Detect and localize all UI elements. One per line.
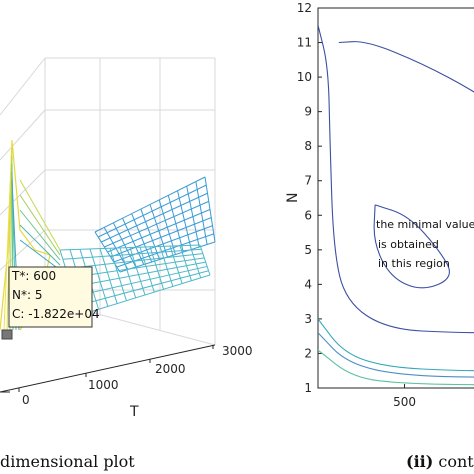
datatip-n: N*: 5 xyxy=(12,288,42,302)
mesh-line xyxy=(149,246,165,290)
mesh-line xyxy=(159,246,174,287)
right-caption-number: (ii) xyxy=(406,452,433,471)
n-tick-label: 2 xyxy=(304,346,312,360)
n-tick-label: 5 xyxy=(304,243,312,257)
datatip-t: T*: 600 xyxy=(11,269,56,283)
mesh-line xyxy=(71,261,206,288)
surface-slope-line xyxy=(19,209,61,261)
t-tick-label-3000: 3000 xyxy=(222,344,253,358)
mesh-line xyxy=(169,245,183,284)
mesh-line xyxy=(77,270,209,307)
datatip-box xyxy=(8,266,93,328)
surface-slope-line xyxy=(19,239,61,271)
t-tick-label-0: 0 xyxy=(22,393,30,407)
mesh-line xyxy=(89,248,109,307)
n-tick-label: 7 xyxy=(304,174,312,188)
n-axis-label: N xyxy=(285,193,301,203)
n-tick-label: 6 xyxy=(304,208,312,222)
n-tick-label: 8 xyxy=(304,139,312,153)
t-axis-label: T xyxy=(129,404,139,420)
contour-line-0 xyxy=(338,41,474,93)
mesh-line xyxy=(101,192,208,243)
contour-x-axis-ticks: 5001000 xyxy=(393,384,416,409)
n-tick-label: 11 xyxy=(297,36,312,50)
mesh-line xyxy=(97,184,207,238)
n-tick-label: 10 xyxy=(297,70,312,84)
mesh-line xyxy=(104,200,209,248)
contour-line-5 xyxy=(318,332,474,378)
mesh-line xyxy=(79,274,211,316)
left-caption: dimensional plot xyxy=(0,452,135,471)
mesh-line xyxy=(129,247,146,296)
mesh-line xyxy=(99,248,118,304)
datatip-c: C: -1.822e+04 xyxy=(12,307,100,321)
contour-line-4 xyxy=(318,349,474,386)
mesh-line xyxy=(109,248,127,301)
mesh-line xyxy=(74,265,208,297)
n-tick-label: 3 xyxy=(304,312,312,326)
surface-peak-line xyxy=(6,147,13,331)
annotation-line-2: is obtained xyxy=(378,238,439,251)
surface-peak-line xyxy=(3,139,13,331)
n-tick-label: 4 xyxy=(304,277,312,291)
n-tick-label: 9 xyxy=(304,105,312,119)
mesh-line xyxy=(139,246,155,293)
mesh-line xyxy=(119,247,137,299)
datatip: T*: 600 N*: 5 C: -1.822e+04 xyxy=(1,266,100,340)
t-tick-label-2000: 2000 xyxy=(155,362,186,376)
contour-axes-box xyxy=(317,7,474,389)
contour-line-2 xyxy=(373,204,450,289)
annotation-line-3: in this region xyxy=(378,257,450,270)
n-tick-label: 1 xyxy=(304,381,312,395)
surface-plot-panel: 0 1000 2000 3000 T T*: 600 N*: 5 C: -1.8… xyxy=(0,57,253,471)
surface-slope-line xyxy=(19,194,61,256)
mesh-line xyxy=(110,217,212,258)
datatip-marker xyxy=(1,329,13,340)
mesh-line xyxy=(179,245,192,281)
contour-x-tick-label: 500 xyxy=(393,395,416,409)
annotation-line-1: the minimal value xyxy=(376,218,474,231)
mesh-line xyxy=(189,245,202,279)
t-axis-line xyxy=(0,344,216,393)
mesh-line xyxy=(62,248,202,260)
mesh-line xyxy=(107,209,211,253)
surface-slope-line xyxy=(19,179,61,251)
contour-line-1 xyxy=(318,25,474,334)
surface-slope-line xyxy=(19,224,61,266)
mesh-line xyxy=(199,244,211,276)
contour-line-3 xyxy=(318,318,474,372)
right-caption-text: cont xyxy=(433,452,474,471)
region-annotation: the minimal value is obtained in this re… xyxy=(376,218,474,270)
n-tick-label: 12 xyxy=(297,1,312,15)
t-axis-ticks: 0 1000 2000 3000 xyxy=(18,344,253,407)
mesh-line xyxy=(113,225,213,263)
contour-lines xyxy=(318,25,474,386)
right-caption: (ii) cont xyxy=(406,452,474,471)
mesh-line xyxy=(65,253,203,270)
mesh-line xyxy=(94,176,206,233)
mesh-line xyxy=(59,244,201,251)
t-tick-label-1000: 1000 xyxy=(88,378,119,392)
